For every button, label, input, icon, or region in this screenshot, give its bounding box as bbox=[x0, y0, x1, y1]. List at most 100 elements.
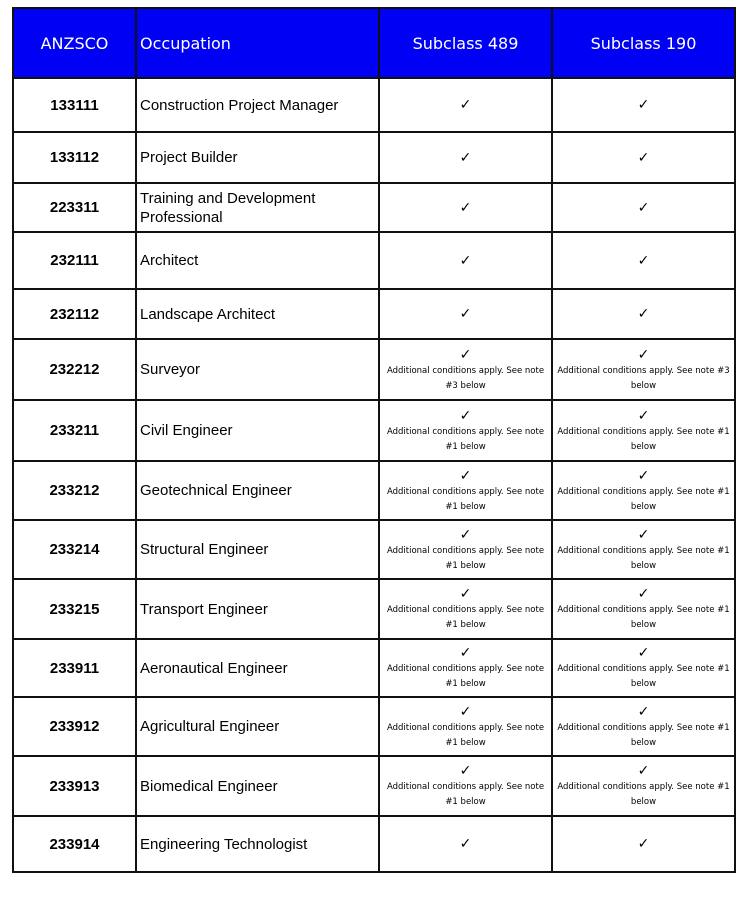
subclass-190-cell: ✓ bbox=[551, 288, 736, 340]
table-row: 233212 Geotechnical Engineer ✓ Additiona… bbox=[12, 460, 736, 521]
anzsco-code: 133112 bbox=[12, 131, 137, 184]
occupation-name: Construction Project Manager bbox=[135, 77, 380, 133]
table-row: 232111 Architect ✓ ✓ bbox=[12, 231, 736, 290]
subclass-489-cell: ✓ Additional conditions apply. See note … bbox=[378, 399, 553, 462]
anzsco-code: 233911 bbox=[12, 638, 137, 698]
conditions-note: Additional conditions apply. See note #1… bbox=[557, 782, 730, 807]
subclass-190-cell: ✓ Additional conditions apply. See note … bbox=[551, 638, 736, 698]
anzsco-code: 232112 bbox=[12, 288, 137, 340]
table-row: 232212 Surveyor ✓ Additional conditions … bbox=[12, 338, 736, 401]
checkmark-icon: ✓ bbox=[459, 645, 472, 661]
subclass-489-cell: ✓ Additional conditions apply. See note … bbox=[378, 696, 553, 757]
checkmark-icon: ✓ bbox=[637, 252, 650, 269]
occupation-name: Structural Engineer bbox=[135, 519, 380, 580]
anzsco-code: 233914 bbox=[12, 815, 137, 873]
checkmark-icon: ✓ bbox=[637, 149, 650, 166]
header-anzsco: ANZSCO bbox=[12, 7, 137, 79]
checkmark-icon: ✓ bbox=[459, 252, 472, 269]
table-row: 233912 Agricultural Engineer ✓ Additiona… bbox=[12, 696, 736, 757]
checkmark-icon: ✓ bbox=[637, 97, 650, 113]
header-row: ANZSCO Occupation Subclass 489 Subclass … bbox=[12, 7, 736, 79]
occupation-name: Landscape Architect bbox=[135, 288, 380, 340]
checkmark-icon: ✓ bbox=[459, 407, 472, 424]
checkmark-icon: ✓ bbox=[637, 526, 650, 543]
checkmark-icon: ✓ bbox=[459, 586, 472, 602]
anzsco-code: 133111 bbox=[12, 77, 137, 133]
table-row: 233911 Aeronautical Engineer ✓ Additiona… bbox=[12, 638, 736, 698]
subclass-190-cell: ✓ Additional conditions apply. See note … bbox=[551, 399, 736, 462]
header-occupation: Occupation bbox=[135, 7, 380, 79]
anzsco-code: 232111 bbox=[12, 231, 137, 290]
occupation-table: ANZSCO Occupation Subclass 489 Subclass … bbox=[12, 7, 736, 873]
checkmark-icon: ✓ bbox=[459, 346, 472, 363]
checkmark-icon: ✓ bbox=[637, 407, 650, 424]
table-row: 232112 Landscape Architect ✓ ✓ bbox=[12, 288, 736, 340]
header-subclass-190: Subclass 190 bbox=[551, 7, 736, 79]
occupation-name: Engineering Technologist bbox=[135, 815, 380, 873]
subclass-190-cell: ✓ Additional conditions apply. See note … bbox=[551, 460, 736, 521]
occupation-name: Architect bbox=[135, 231, 380, 290]
checkmark-icon: ✓ bbox=[459, 467, 472, 484]
subclass-190-cell: ✓ Additional conditions apply. See note … bbox=[551, 696, 736, 757]
subclass-190-cell: ✓ Additional conditions apply. See note … bbox=[551, 338, 736, 401]
conditions-note: Additional conditions apply. See note #1… bbox=[557, 722, 730, 748]
checkmark-icon: ✓ bbox=[459, 703, 472, 720]
conditions-note: Additional conditions apply. See note #1… bbox=[386, 605, 545, 630]
conditions-note: Additional conditions apply. See note #1… bbox=[557, 426, 730, 452]
subclass-190-cell: ✓ bbox=[551, 231, 736, 290]
anzsco-code: 233913 bbox=[12, 755, 137, 817]
checkmark-icon: ✓ bbox=[637, 763, 650, 779]
subclass-489-cell: ✓ bbox=[378, 231, 553, 290]
subclass-489-cell: ✓ bbox=[378, 131, 553, 184]
subclass-190-cell: ✓ bbox=[551, 131, 736, 184]
conditions-note: Additional conditions apply. See note #1… bbox=[557, 664, 730, 689]
header-subclass-489: Subclass 489 bbox=[378, 7, 553, 79]
table-row: 233211 Civil Engineer ✓ Additional condi… bbox=[12, 399, 736, 462]
conditions-note: Additional conditions apply. See note #3… bbox=[386, 365, 545, 391]
subclass-190-cell: ✓ bbox=[551, 815, 736, 873]
subclass-489-cell: ✓ bbox=[378, 288, 553, 340]
occupation-name: Biomedical Engineer bbox=[135, 755, 380, 817]
checkmark-icon: ✓ bbox=[637, 703, 650, 720]
occupation-name: Project Builder bbox=[135, 131, 380, 184]
table-row: 233214 Structural Engineer ✓ Additional … bbox=[12, 519, 736, 580]
table-row: 233913 Biomedical Engineer ✓ Additional … bbox=[12, 755, 736, 817]
checkmark-icon: ✓ bbox=[459, 149, 472, 166]
subclass-489-cell: ✓ bbox=[378, 815, 553, 873]
table-row: 133111 Construction Project Manager ✓ ✓ bbox=[12, 77, 736, 133]
anzsco-code: 233912 bbox=[12, 696, 137, 757]
subclass-489-cell: ✓ Additional conditions apply. See note … bbox=[378, 578, 553, 640]
anzsco-code: 233211 bbox=[12, 399, 137, 462]
table-row: 133112 Project Builder ✓ ✓ bbox=[12, 131, 736, 184]
checkmark-icon: ✓ bbox=[637, 306, 650, 322]
anzsco-code: 233214 bbox=[12, 519, 137, 580]
occupation-name: Civil Engineer bbox=[135, 399, 380, 462]
subclass-489-cell: ✓ Additional conditions apply. See note … bbox=[378, 755, 553, 817]
conditions-note: Additional conditions apply. See note #1… bbox=[557, 486, 730, 512]
checkmark-icon: ✓ bbox=[637, 199, 650, 216]
conditions-note: Additional conditions apply. See note #1… bbox=[557, 605, 730, 630]
checkmark-icon: ✓ bbox=[637, 586, 650, 602]
checkmark-icon: ✓ bbox=[637, 346, 650, 363]
occupation-name: Surveyor bbox=[135, 338, 380, 401]
occupation-name: Aeronautical Engineer bbox=[135, 638, 380, 698]
occupation-name: Geotechnical Engineer bbox=[135, 460, 380, 521]
subclass-489-cell: ✓ Additional conditions apply. See note … bbox=[378, 519, 553, 580]
conditions-note: Additional conditions apply. See note #1… bbox=[386, 782, 545, 807]
subclass-190-cell: ✓ Additional conditions apply. See note … bbox=[551, 755, 736, 817]
subclass-489-cell: ✓ bbox=[378, 182, 553, 233]
checkmark-icon: ✓ bbox=[459, 836, 472, 852]
checkmark-icon: ✓ bbox=[459, 763, 472, 779]
table-row: 233215 Transport Engineer ✓ Additional c… bbox=[12, 578, 736, 640]
checkmark-icon: ✓ bbox=[459, 306, 472, 322]
conditions-note: Additional conditions apply. See note #1… bbox=[386, 722, 545, 748]
checkmark-icon: ✓ bbox=[459, 526, 472, 543]
occupation-name: Transport Engineer bbox=[135, 578, 380, 640]
subclass-190-cell: ✓ Additional conditions apply. See note … bbox=[551, 519, 736, 580]
table-row: 223311 Training and Development Professi… bbox=[12, 182, 736, 233]
anzsco-code: 233212 bbox=[12, 460, 137, 521]
occupation-name: Agricultural Engineer bbox=[135, 696, 380, 757]
occupation-name: Training and Development Professional bbox=[135, 182, 380, 233]
table-row: 233914 Engineering Technologist ✓ ✓ bbox=[12, 815, 736, 873]
conditions-note: Additional conditions apply. See note #1… bbox=[386, 426, 545, 452]
